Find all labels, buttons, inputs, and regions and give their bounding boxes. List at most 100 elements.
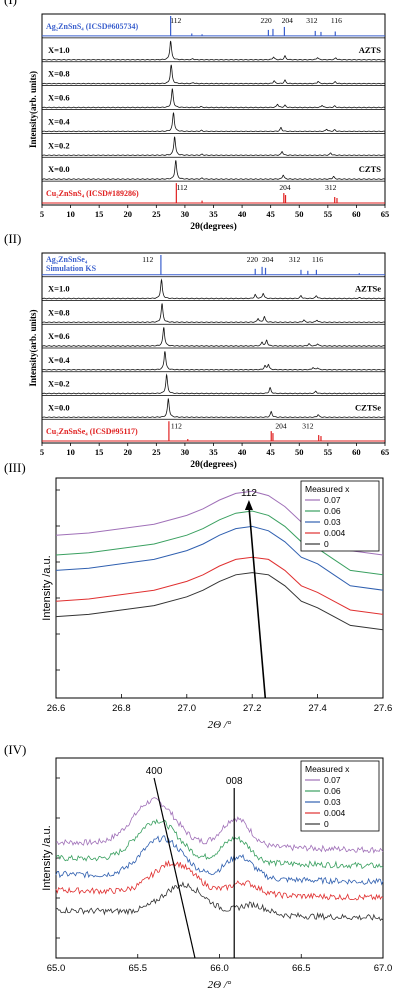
series-line [55,556,384,615]
series-label: X=0.8 [48,307,70,317]
series-label: X=0.6 [48,331,70,341]
legend-label: 0 [324,819,329,829]
series-line [55,835,384,886]
x-tick-label: 55 [324,447,333,457]
series-line [55,859,384,901]
series-line [42,40,386,61]
legend-label: 0.07 [324,775,341,785]
side-label: CZTSe [355,402,381,412]
peak-label: 112 [142,255,153,264]
x-tick-label: 27.2 [243,703,262,714]
x-tick-label: 26.6 [47,703,66,714]
peak-label: 204 [262,255,274,264]
x-tick-label: 10 [66,209,75,219]
legend-title: Measured x [305,484,350,494]
peak-label: 112 [241,488,257,499]
x-tick-label: 20 [124,447,133,457]
series-line [55,881,384,922]
panel-1: (I) 112 220 204 312 116 Ag₂ZnSnS₄ (ICSD#605734… [4,0,389,232]
panel-3: (III) 26.6 26.8 27.0 27.2 27.4 27.6 112 Measured… [4,460,392,731]
panel-2: (II)112 220 204 312 116Ag₂ZnSnSe₄Simulation … [4,231,389,470]
peak-label: 400 [146,766,163,777]
legend-label: 0.06 [324,786,341,796]
x-tick-label: 15 [95,209,104,219]
peak-label: 220 [247,255,259,264]
x-tick-label: 30 [181,209,190,219]
peak-label: 204 [275,421,287,430]
peak-label: 112 [177,183,188,192]
legend-label: 0.004 [324,808,346,818]
x-tick-label: 67.0 [374,963,393,974]
y-axis-label: Intensity(arb. units) [28,71,38,148]
series-line [55,797,384,854]
panel-label: (III) [4,460,26,475]
x-tick-label: 26.8 [112,703,131,714]
series-label: X=0.4 [48,116,70,126]
peak-marker-line [153,777,196,959]
series-line [42,303,386,323]
panel-4: (IV) 65.0 65.5 66.0 66.5 67.0 400 008 Measured x… [4,742,392,991]
series-label: X=0.0 [48,402,70,412]
x-tick-label: 30 [181,447,190,457]
x-axis-label: 2Θ /° [208,719,232,731]
series-line [42,136,386,156]
x-tick-label: 10 [66,447,75,457]
x-tick-label: 27.4 [308,703,327,714]
panel-label: (I) [4,0,17,7]
series-line [41,373,386,395]
series-line [41,327,386,347]
panel-label: (II) [4,231,21,246]
series-line [55,510,384,576]
x-tick-label: 55 [324,209,333,219]
side-label: CZTS [359,164,381,174]
legend-label: 0 [324,539,329,549]
plot-frame [55,477,384,699]
y-axis-label: Intensity(arb. units) [28,309,38,386]
y-axis-label: Intensity /a.u. [41,825,53,890]
series-line [55,818,384,870]
x-tick-label: 65.0 [47,963,66,974]
x-tick-label: 65.5 [129,963,148,974]
peak-label: 312 [289,255,301,264]
y-axis-label: Intensity /a.u. [41,555,53,620]
peak-label: 204 [279,183,291,192]
x-axis-label: 2θ(degrees) [190,459,236,470]
x-tick-label: 35 [209,447,218,457]
x-tick-label: 40 [238,209,247,219]
peak-label: 116 [312,255,323,264]
arrow-head [244,500,253,510]
x-axis-label: 2θ(degrees) [190,221,236,232]
series-line [55,525,384,591]
series-label: X=0.2 [48,140,70,150]
x-tick-label: 66.0 [210,963,229,974]
x-tick-label: 45 [266,447,275,457]
series-line [41,64,386,85]
ref-label: Simulation KS [46,264,97,273]
ref-label: Cu₂ZnSnSe₄ (ICSD#95117) [46,427,138,436]
x-tick-label: 65 [381,447,390,457]
series-line [41,278,386,300]
peak-shift-arrow [248,505,267,699]
legend-label: 0.03 [324,517,341,527]
series-label: X=0.4 [48,355,70,365]
x-tick-label: 35 [209,209,218,219]
series-label: X=0.0 [48,164,70,174]
peak-label: 220 [260,16,272,25]
legend-label: 0.004 [324,528,346,538]
ref-label: Cu₂ZnSnS₄ (ICSD#189286) [46,189,139,198]
side-label: AZTSe [355,284,381,294]
series-label: X=0.2 [48,379,70,389]
series-label: X=0.6 [48,93,70,103]
x-tick-label: 25 [152,209,161,219]
x-tick-label: 25 [152,447,161,457]
x-tick-label: 40 [238,447,247,457]
peak-label: 116 [331,16,342,25]
peak-label: 312 [302,421,314,430]
x-tick-label: 60 [352,209,361,219]
legend-title: Measured x [305,764,350,774]
x-tick-label: 27.6 [374,703,393,714]
x-tick-label: 45 [266,209,275,219]
legend-box [300,480,380,552]
legend-label: 0.07 [324,495,341,505]
